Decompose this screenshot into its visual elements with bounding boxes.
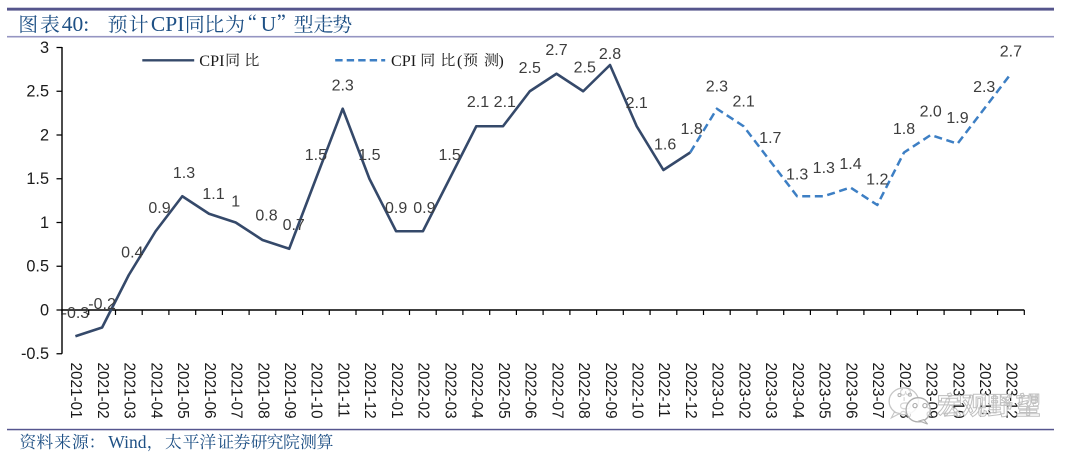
svg-text:2023-01: 2023-01 — [709, 363, 726, 419]
svg-text:1.8: 1.8 — [893, 121, 915, 138]
svg-text:1.3: 1.3 — [813, 160, 835, 177]
svg-text:1.8: 1.8 — [680, 121, 702, 138]
svg-text:1.9: 1.9 — [946, 110, 968, 127]
svg-text:2.3: 2.3 — [973, 79, 995, 96]
svg-text:2023-07: 2023-07 — [869, 363, 886, 419]
svg-text:1.5: 1.5 — [438, 147, 460, 164]
svg-text:2.5: 2.5 — [26, 83, 49, 101]
svg-text:2.0: 2.0 — [920, 104, 942, 121]
svg-text:2.7: 2.7 — [1000, 43, 1022, 60]
svg-text:1.5: 1.5 — [26, 170, 49, 188]
svg-text:CPI: CPI — [199, 52, 224, 70]
svg-text:0.9: 0.9 — [413, 200, 435, 217]
svg-text:CPI: CPI — [151, 12, 184, 36]
svg-text:2022-02: 2022-02 — [415, 363, 432, 419]
svg-text:2.8: 2.8 — [599, 46, 621, 63]
svg-text:2022-09: 2022-09 — [602, 363, 619, 419]
svg-text:-0.3: -0.3 — [62, 305, 90, 322]
svg-text:0.8: 0.8 — [255, 207, 277, 224]
svg-text:2022-01: 2022-01 — [388, 363, 405, 419]
svg-text:Wind: Wind — [108, 432, 146, 452]
svg-text:2021-02: 2021-02 — [94, 363, 111, 419]
svg-text:2.1: 2.1 — [467, 94, 489, 111]
svg-text:2021-10: 2021-10 — [308, 363, 325, 419]
svg-text:2022-07: 2022-07 — [548, 363, 565, 419]
svg-text:2022-04: 2022-04 — [468, 363, 485, 420]
svg-text:2023-10: 2023-10 — [949, 363, 966, 419]
svg-text:-0.5: -0.5 — [21, 345, 49, 363]
svg-text:1: 1 — [40, 214, 49, 232]
svg-text:1: 1 — [231, 194, 240, 211]
svg-text:2021-08: 2021-08 — [254, 363, 271, 419]
svg-text:3: 3 — [40, 39, 49, 57]
svg-text:1.6: 1.6 — [654, 136, 676, 153]
svg-text:1.5: 1.5 — [358, 147, 380, 164]
svg-text:2021-05: 2021-05 — [174, 363, 191, 419]
svg-text:2021-07: 2021-07 — [228, 363, 245, 419]
svg-text:2021-04: 2021-04 — [147, 363, 164, 420]
svg-text:U: U — [261, 12, 277, 36]
svg-text:2022-12: 2022-12 — [682, 363, 699, 419]
svg-text:2022-08: 2022-08 — [575, 363, 592, 419]
svg-text:2023-03: 2023-03 — [762, 363, 779, 419]
svg-text:2021-12: 2021-12 — [361, 363, 378, 419]
svg-text:2023-04: 2023-04 — [789, 363, 806, 420]
svg-text:2021-01: 2021-01 — [67, 363, 84, 419]
svg-text:2.1: 2.1 — [494, 94, 516, 111]
svg-text:CPI: CPI — [391, 52, 416, 70]
svg-text:2022-05: 2022-05 — [495, 363, 512, 419]
svg-text:(: ( — [457, 52, 462, 70]
svg-text:1.5: 1.5 — [305, 147, 327, 164]
svg-text:2023-02: 2023-02 — [735, 363, 752, 419]
svg-text:0.9: 0.9 — [148, 200, 170, 217]
svg-text:1.4: 1.4 — [839, 156, 861, 173]
svg-text:2022-06: 2022-06 — [522, 363, 539, 419]
svg-text:2021-03: 2021-03 — [121, 363, 138, 419]
svg-text:): ) — [498, 52, 503, 70]
svg-text:2022-10: 2022-10 — [629, 363, 646, 419]
svg-text:2.1: 2.1 — [732, 93, 754, 110]
svg-text:2.7: 2.7 — [545, 42, 567, 59]
svg-text:1.2: 1.2 — [866, 172, 888, 189]
svg-text:2022-03: 2022-03 — [441, 363, 458, 419]
svg-text:2021-09: 2021-09 — [281, 363, 298, 419]
svg-text:2021-11: 2021-11 — [335, 363, 352, 418]
svg-text:2.5: 2.5 — [574, 59, 596, 76]
svg-text:2023-06: 2023-06 — [842, 363, 859, 419]
svg-text:0.7: 0.7 — [283, 217, 305, 234]
svg-text:2023-05: 2023-05 — [816, 363, 833, 419]
svg-text:1.7: 1.7 — [759, 130, 781, 147]
svg-text:-0.2: -0.2 — [88, 296, 116, 313]
svg-text:1.3: 1.3 — [786, 167, 808, 184]
svg-text:2: 2 — [40, 126, 49, 144]
svg-text:2.3: 2.3 — [706, 78, 728, 95]
svg-text:0.4: 0.4 — [121, 245, 143, 262]
svg-text:40:: 40: — [62, 12, 89, 36]
svg-text:2021-06: 2021-06 — [201, 363, 218, 419]
svg-text:0: 0 — [40, 301, 49, 319]
svg-text:0.5: 0.5 — [26, 258, 49, 276]
svg-text:1.3: 1.3 — [173, 165, 195, 182]
svg-text:2022-11: 2022-11 — [655, 363, 672, 418]
svg-text:2.1: 2.1 — [626, 95, 648, 112]
svg-text:0.9: 0.9 — [385, 200, 407, 217]
svg-text:2.3: 2.3 — [332, 77, 354, 94]
svg-text:2.5: 2.5 — [519, 60, 541, 77]
svg-text:1.1: 1.1 — [202, 186, 224, 203]
